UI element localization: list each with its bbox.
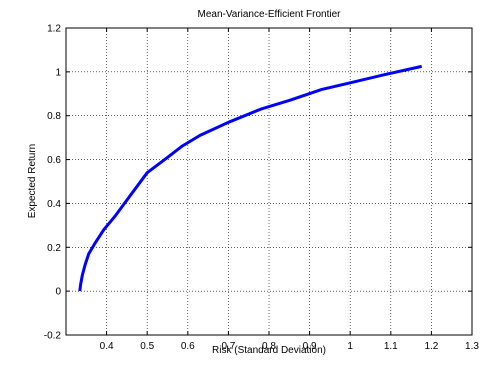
y-tick-label: 1 [55,67,61,78]
x-tick-label: 1.2 [424,341,438,352]
x-tick-label: 0.4 [100,341,114,352]
ticks [66,27,473,336]
y-tick-label: 0.8 [47,111,61,122]
chart-title: Mean-Variance-Efficient Frontier [197,9,341,20]
x-tick-label: 0.9 [303,341,317,352]
series [78,64,423,292]
y-tick-labels: -0.2 0 0.2 0.4 0.6 0.8 1 1.2 [44,24,62,342]
frontier-line [78,64,423,292]
y-tick-label: 1.2 [47,24,61,35]
x-tick-label: 1.1 [384,341,398,352]
x-tick-labels: 0.4 0.5 0.6 0.7 0.8 0.9 1 1.1 1.2 1.3 [100,341,480,352]
x-tick-label: 0.5 [140,341,154,352]
y-axis-label: Expected Return [27,144,38,219]
x-tick-label: 0.8 [262,341,276,352]
x-axis-label: Risk (Standard Deviation) [212,345,326,356]
grid [66,28,472,335]
y-tick-label: -0.2 [44,331,62,342]
y-tick-label: 0.4 [47,199,61,210]
x-tick-label: 1 [347,341,353,352]
x-tick-label: 0.7 [221,341,235,352]
x-tick-label: 0.6 [181,341,195,352]
x-tick-label: 1.3 [465,341,479,352]
y-tick-label: 0 [55,287,61,298]
y-tick-label: 0.6 [47,155,61,166]
y-tick-label: 0.2 [47,243,61,254]
